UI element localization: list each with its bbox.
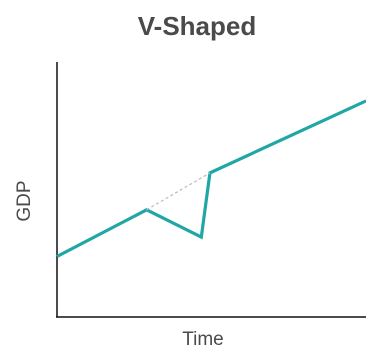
y-axis-label: GDP: [14, 180, 35, 221]
gdp-line: [56, 99, 366, 258]
series-layer: [56, 99, 366, 258]
x-axis-label: Time: [182, 329, 224, 350]
trend-dashed-line: [146, 172, 211, 211]
chart-title: V-Shaped: [138, 11, 256, 41]
